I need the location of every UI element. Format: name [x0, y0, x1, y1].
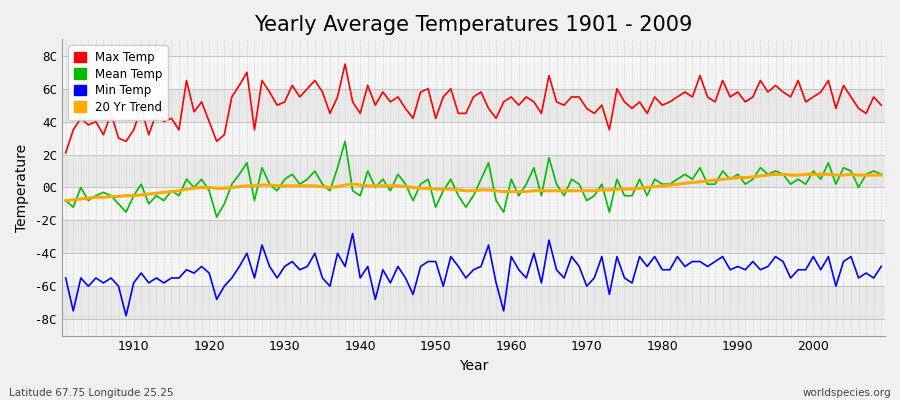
Bar — [62, 220, 885, 253]
Bar — [62, 56, 885, 89]
Bar — [62, 286, 885, 319]
Text: Latitude 67.75 Longitude 25.25: Latitude 67.75 Longitude 25.25 — [9, 388, 174, 398]
Bar — [62, 154, 885, 188]
Bar — [62, 122, 885, 154]
Bar — [62, 89, 885, 122]
Text: worldspecies.org: worldspecies.org — [803, 388, 891, 398]
Title: Yearly Average Temperatures 1901 - 2009: Yearly Average Temperatures 1901 - 2009 — [255, 15, 693, 35]
Legend: Max Temp, Mean Temp, Min Temp, 20 Yr Trend: Max Temp, Mean Temp, Min Temp, 20 Yr Tre… — [68, 45, 168, 120]
Bar — [62, 253, 885, 286]
X-axis label: Year: Year — [459, 359, 488, 373]
Bar — [62, 188, 885, 220]
Y-axis label: Temperature: Temperature — [15, 143, 29, 232]
